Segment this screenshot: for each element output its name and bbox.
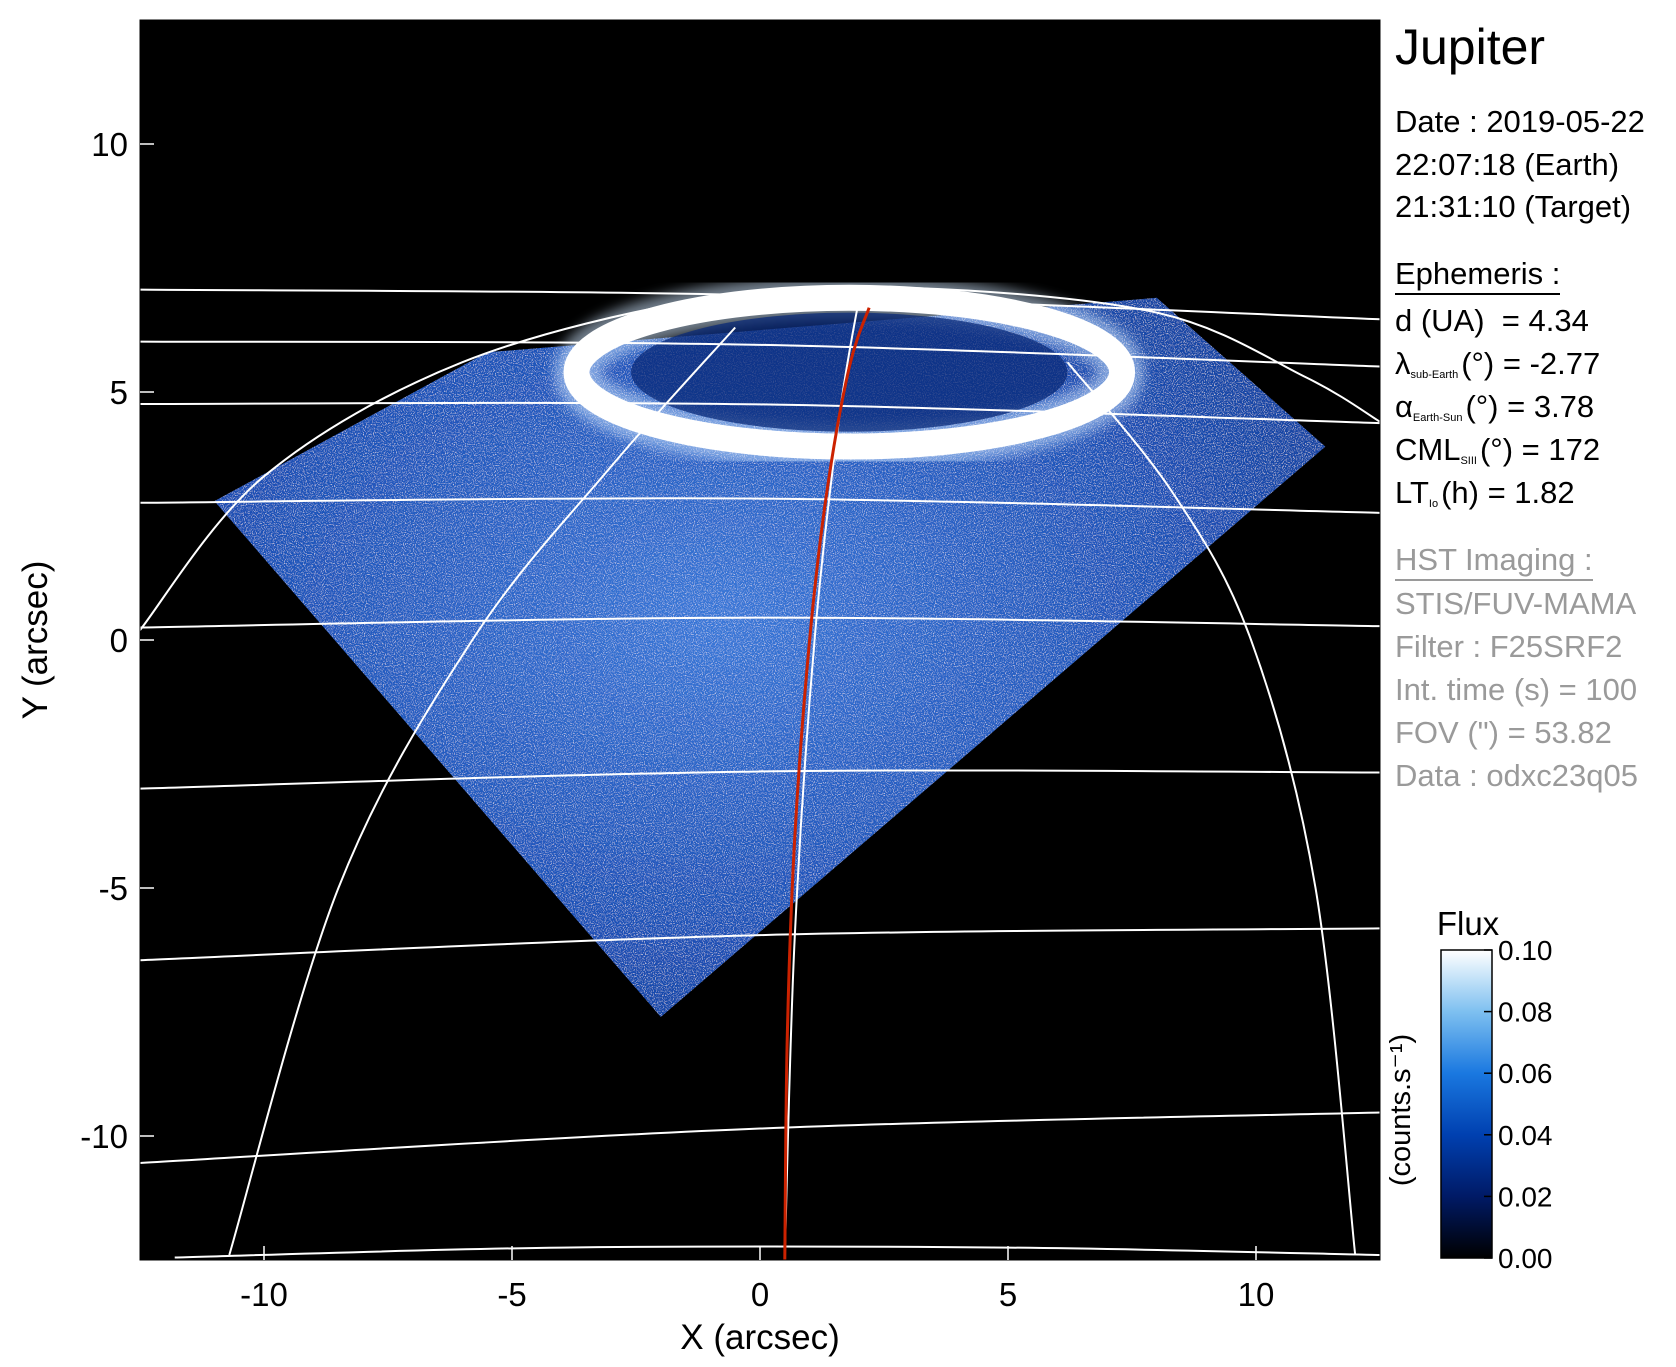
y-tick-label: 5 (110, 374, 128, 411)
observation-date: Date : 2019-05-22 (1395, 104, 1645, 139)
x-tick-label: 5 (999, 1276, 1017, 1313)
ephemeris-sub-earth-latitude: λsub-Earth(°) = -2.77 (1395, 346, 1600, 382)
hst-integration-time: Int. time (s) = 100 (1395, 672, 1638, 707)
ephemeris-heading: Ephemeris : (1395, 256, 1561, 295)
x-tick-label: 10 (1238, 1276, 1275, 1313)
x-tick-label: 0 (751, 1276, 769, 1313)
ephemeris-symbol: CML (1395, 432, 1461, 467)
x-axis-ticks: -10 -5 0 5 10 (240, 1246, 1274, 1313)
ephemeris-symbol: λ (1395, 346, 1411, 381)
observation-time-earth: 22:07:18 (Earth) (1395, 147, 1620, 182)
ephemeris-subscript: SIII (1460, 455, 1477, 467)
ephemeris-heading-text: Ephemeris : (1395, 256, 1561, 295)
ephemeris-value: = 4.34 (1484, 303, 1589, 338)
y-tick-label: 10 (91, 126, 128, 163)
latitude-line (140, 769, 1380, 790)
ephemeris-value: (°) = 3.78 (1465, 389, 1595, 424)
ephemeris-distance: d (UA) = 4.34 (1395, 303, 1589, 339)
y-axis-ticks: -10 -5 0 5 10 (80, 126, 154, 1155)
colorbar-tick-label: 0.06 (1498, 1058, 1553, 1089)
observation-time-target: 21:31:10 (Target) (1395, 189, 1632, 224)
planetographic-grid (140, 285, 1380, 1259)
y-tick-label: -10 (80, 1118, 128, 1155)
hst-heading-text: HST Imaging : (1395, 542, 1593, 581)
ephemeris-value: (°) = -2.77 (1461, 346, 1601, 381)
x-axis-label: X (arcsec) (680, 1318, 839, 1357)
y-tick-label: -5 (99, 870, 128, 907)
hst-dataset: Data : odxc23q05 (1395, 758, 1639, 793)
ephemeris-phase-angle: αEarth-Sun(°) = 3.78 (1395, 389, 1594, 425)
ephemeris-subscript: Earth-Sun (1412, 412, 1463, 424)
latitude-line (140, 497, 1380, 514)
colorbar-tick-label: 0.08 (1498, 997, 1553, 1028)
ephemeris-subscript: sub-Earth (1410, 369, 1459, 381)
colorbar-title: Flux (1437, 905, 1500, 942)
colorbar-label: (counts.s⁻¹) (1385, 1034, 1417, 1186)
ephemeris-io-local-time: LTIo(h) = 1.82 (1395, 475, 1575, 511)
colorbar-tick-label: 0.02 (1498, 1181, 1553, 1212)
ephemeris-symbol: α (1395, 389, 1413, 424)
hst-filter: Filter : F25SRF2 (1395, 629, 1623, 664)
longitude-line (228, 326, 736, 1256)
latitude-line (140, 1111, 1380, 1164)
colorbar-tick-label: 0.10 (1498, 935, 1553, 966)
hst-instrument: STIS/FUV-MAMA (1395, 586, 1637, 621)
hst-heading: HST Imaging : (1395, 542, 1593, 581)
ephemeris-value: (°) = 172 (1479, 432, 1601, 467)
ephemeris-subscript: Io (1428, 498, 1439, 510)
hst-fov: FOV (") = 53.82 (1395, 715, 1612, 750)
illuminated-region (214, 297, 1326, 1017)
planet-title: Jupiter (1395, 19, 1546, 75)
colorbar-ticks: 0.00 0.02 0.04 0.06 0.08 0.10 (1484, 935, 1553, 1274)
latitude-line (140, 340, 1380, 368)
colorbar-tick-label: 0.04 (1498, 1120, 1553, 1151)
x-tick-label: -10 (240, 1276, 288, 1313)
ephemeris-symbol: d (UA) (1395, 303, 1485, 338)
latitude-line (140, 401, 1380, 425)
longitude-line (1066, 361, 1357, 1256)
latitude-line (140, 288, 1380, 321)
ephemeris-symbol: LT (1395, 475, 1429, 510)
latitude-line (140, 616, 1380, 629)
x-tick-label: -5 (497, 1276, 526, 1313)
io-footprint-track (783, 307, 871, 1260)
ephemeris-value: (h) = 1.82 (1441, 475, 1575, 510)
y-tick-label: 0 (110, 622, 128, 659)
colorbar-tick-label: 0.00 (1498, 1243, 1553, 1274)
colorbar (1440, 949, 1493, 1259)
latitude-line (140, 927, 1380, 962)
y-axis-label: Y (arcsec) (16, 561, 55, 720)
planet-limb (140, 285, 1380, 631)
ephemeris-cml: CMLSIII(°) = 172 (1395, 432, 1600, 468)
